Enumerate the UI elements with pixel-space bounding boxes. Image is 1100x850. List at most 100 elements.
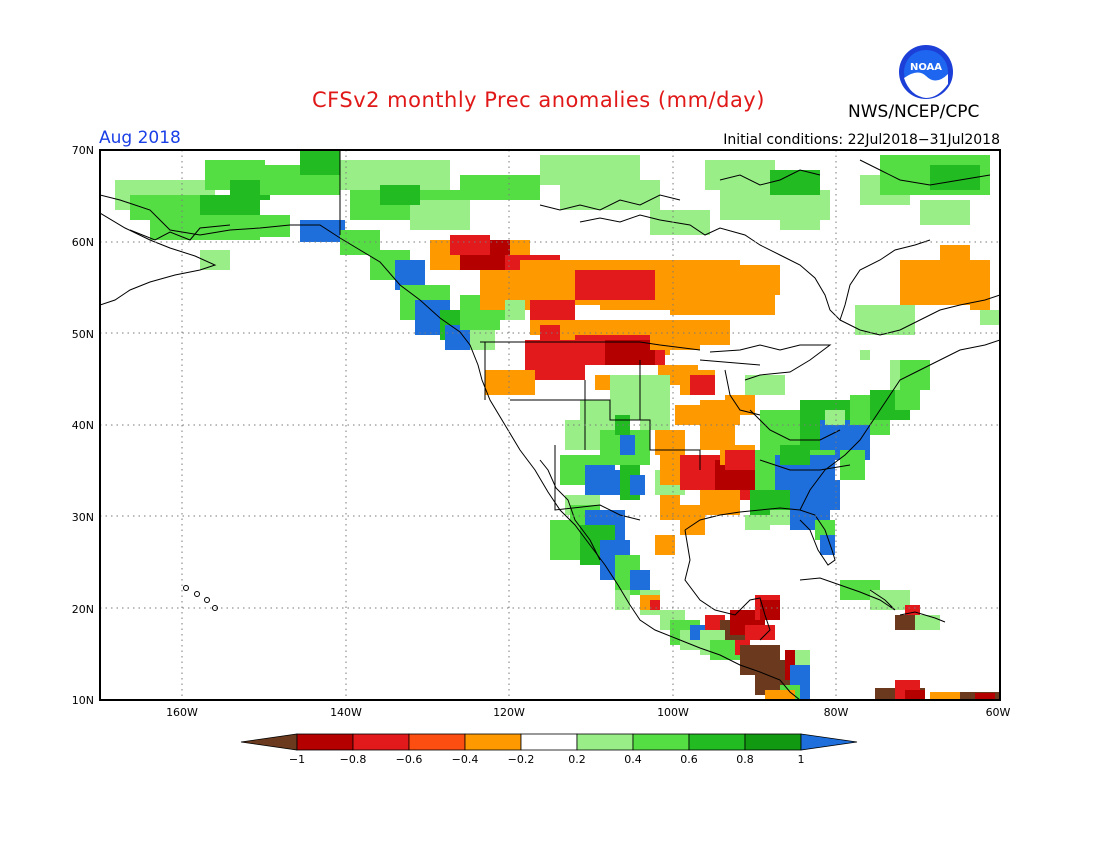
noaa-logo: NOAA (899, 45, 953, 99)
anomaly-cell (760, 600, 780, 620)
anomaly-cells (115, 150, 1000, 700)
island (204, 597, 210, 603)
anomaly-cell (840, 450, 865, 480)
anomaly-cell (380, 185, 420, 205)
coastline (684, 529, 771, 641)
anomaly-cell (615, 590, 630, 610)
anomaly-cell (530, 300, 575, 320)
anomaly-cell (650, 600, 660, 610)
colorbar-label: −0.6 (396, 753, 423, 766)
anomaly-cell (745, 625, 775, 640)
colorbar-arrow-left (240, 733, 298, 751)
colorbar-label: 1 (798, 753, 805, 766)
island (194, 591, 200, 597)
coastline (799, 339, 1000, 511)
anomaly-cell (900, 360, 930, 390)
anomaly-cell (765, 690, 795, 700)
anomaly-cell (745, 290, 775, 315)
colorbar-label: −1 (289, 753, 305, 766)
colorbar (240, 733, 858, 751)
anomaly-cell (690, 375, 715, 395)
anomaly-cell (870, 590, 910, 610)
colorbar-labels: −1 −0.8 −0.6 −0.4 −0.2 0.2 0.4 0.6 0.8 1 (289, 753, 805, 766)
anomaly-cell (970, 290, 990, 310)
colorbar-label: 0.2 (568, 753, 586, 766)
coastline (859, 159, 991, 186)
lat-labels: 70N 60N 50N 40N 30N 20N 10N (72, 144, 94, 707)
anomaly-cell (575, 270, 655, 300)
coastline (749, 409, 841, 441)
anomaly-cell (450, 235, 490, 255)
colorbar-label: −0.2 (508, 753, 535, 766)
coastline (539, 194, 681, 211)
anomaly-cell (745, 375, 785, 395)
colorbar-swatch (632, 733, 690, 751)
logo-text: NOAA (910, 62, 942, 73)
coastline (709, 344, 832, 381)
anomaly-cell (235, 215, 290, 237)
coastline (684, 507, 836, 566)
colorbar-swatch (576, 733, 634, 751)
anomaly-cell (605, 340, 655, 365)
graticule (100, 150, 1000, 700)
colorbar-swatch (688, 733, 746, 751)
initial-conditions: Initial conditions: 22Jul2018−31Jul2018 (723, 132, 1000, 148)
lat-label: 60N (72, 236, 94, 249)
anomaly-cell (660, 495, 680, 520)
anomaly-cell (930, 692, 960, 700)
island (183, 585, 189, 591)
coastline (480, 341, 701, 351)
anomaly-cell (470, 330, 495, 350)
anomaly-cell (780, 445, 810, 465)
anomaly-cell (940, 245, 970, 265)
anomaly-cell (655, 535, 675, 555)
anomaly-cell (845, 425, 870, 450)
anomaly-cell (650, 210, 710, 235)
colorbar-swatch (744, 733, 802, 751)
coastline (100, 212, 217, 306)
lon-label: 60W (986, 706, 1011, 719)
anomaly-cell (825, 410, 845, 425)
lat-label: 50N (72, 328, 94, 341)
anomaly-cell (855, 305, 915, 335)
lat-label: 20N (72, 603, 94, 616)
coastline (129, 224, 231, 241)
coastline (699, 359, 761, 366)
coastline (839, 294, 1000, 336)
anomaly-cell (670, 285, 750, 315)
agency-label: NWS/NCEP/CPC (848, 102, 980, 122)
anomaly-cell (460, 175, 540, 200)
map-frame (99, 149, 1001, 701)
colorbar-label: 0.4 (624, 753, 642, 766)
colorbar-swatch (520, 733, 578, 751)
anomaly-cell (780, 210, 820, 230)
coastline (719, 169, 821, 186)
anomaly-cell (675, 405, 705, 425)
anomaly-cell (930, 165, 980, 190)
colorbar-swatch (408, 733, 466, 751)
coastlines (100, 150, 1000, 700)
anomaly-cell (980, 310, 1000, 325)
anomaly-cell (550, 520, 580, 560)
lat-label: 30N (72, 511, 94, 524)
anomaly-cell (540, 355, 580, 380)
coastline (724, 369, 761, 416)
coastline (899, 611, 946, 623)
anomaly-cell (300, 220, 345, 242)
anomaly-cell (915, 615, 940, 630)
colorbar-arrow-right (800, 733, 858, 751)
lon-label: 160W (166, 706, 198, 719)
coastline (799, 577, 896, 611)
coastline (579, 214, 931, 321)
anomaly-cell (725, 395, 755, 415)
coastline (539, 459, 601, 561)
lon-label: 140W (330, 706, 362, 719)
colorbar-label: 0.8 (736, 753, 754, 766)
anomaly-cell (710, 640, 740, 660)
lon-label: 80W (824, 706, 849, 719)
anomaly-cell (485, 370, 535, 395)
anomaly-cell (655, 430, 685, 455)
anomaly-cell (895, 615, 920, 630)
anomaly-cell (620, 435, 635, 455)
